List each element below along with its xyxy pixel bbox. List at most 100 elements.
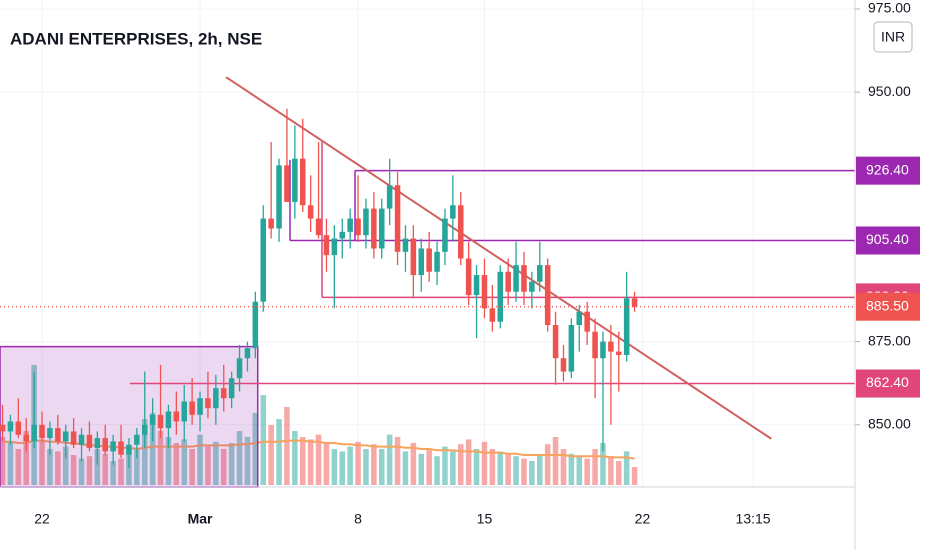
x-tick-label: 22 — [34, 511, 50, 527]
x-tick-label: 8 — [354, 511, 362, 527]
candle-body — [102, 438, 109, 452]
volume-bar — [371, 444, 377, 485]
volume-bar — [47, 449, 53, 485]
volume-bar — [292, 431, 298, 485]
volume-bar — [323, 443, 330, 485]
volume-bar — [94, 449, 101, 485]
volume-bar — [584, 458, 590, 485]
candle-body — [0, 424, 6, 432]
volume-bar — [173, 443, 180, 485]
volume-bar — [126, 451, 132, 485]
candle-body — [189, 401, 195, 415]
candle-body — [434, 251, 440, 272]
volume-bar — [410, 443, 417, 485]
volume-bar — [489, 449, 496, 485]
volume-bar — [299, 437, 306, 485]
candle-body — [600, 341, 606, 359]
candle-body — [355, 218, 361, 236]
volume-bar — [276, 419, 282, 485]
volume-bar — [331, 449, 338, 485]
candle-body — [205, 398, 211, 409]
candle-body — [568, 324, 575, 372]
volume-bar — [118, 458, 124, 485]
candle-body — [173, 411, 180, 422]
volume-bar — [220, 449, 227, 485]
candle-body — [110, 441, 116, 452]
volume-bar — [363, 449, 369, 485]
candle-body — [339, 231, 346, 239]
plot — [0, 76, 855, 488]
candle-body — [15, 421, 22, 435]
volume-bar — [339, 451, 346, 485]
volume-bar — [228, 443, 235, 485]
x-tick-label: 22 — [635, 511, 651, 527]
volume-bar — [23, 431, 29, 485]
volume-bar — [426, 449, 432, 485]
candle-body — [418, 248, 425, 276]
volume-bar — [39, 439, 45, 485]
candle-body — [394, 185, 401, 252]
volume-bar — [529, 461, 535, 485]
volume-bar — [55, 451, 61, 485]
volume-bar — [521, 458, 527, 485]
candle-body — [260, 218, 267, 302]
volume-bar — [394, 437, 401, 485]
volume-bar — [442, 446, 448, 485]
candle-body — [331, 238, 338, 256]
volume-bar — [347, 446, 353, 485]
volume-bar — [623, 451, 630, 485]
volume-bar — [386, 434, 393, 485]
candle-body — [236, 358, 243, 379]
candle-body — [276, 165, 282, 229]
candle-body — [529, 281, 535, 292]
volume-bar — [513, 456, 519, 485]
volume-bar — [141, 419, 148, 485]
level-tag — [856, 369, 920, 398]
candle-body — [284, 165, 290, 202]
level-label: 862.40 — [866, 374, 909, 390]
volume-bar — [205, 446, 211, 485]
y-tick-label: 850.00 — [868, 415, 911, 431]
candle-body — [623, 298, 630, 355]
candle-body — [141, 424, 148, 435]
currency-box[interactable] — [873, 21, 913, 53]
candle-body — [521, 265, 527, 292]
volume-bar — [608, 456, 614, 485]
volume-bar — [189, 449, 195, 485]
candle-body — [299, 158, 306, 206]
volume-bar — [402, 451, 409, 485]
candle-body — [31, 424, 37, 442]
level-label: 926.40 — [866, 161, 909, 177]
candle-body — [465, 258, 472, 296]
volume-bar — [252, 413, 259, 485]
volume-bar — [197, 434, 203, 485]
candle-body — [157, 414, 164, 429]
candle-body — [402, 238, 409, 252]
axes: 850.00 875.00 950.00 975.00 22 Mar 8 15 22 13:15 9… — [34, 0, 920, 527]
volume-bar — [481, 441, 488, 485]
volume-bar — [236, 431, 243, 485]
candle-body — [94, 438, 101, 449]
candle-body — [197, 398, 203, 415]
candle-body — [473, 275, 480, 296]
volume-bar — [134, 449, 140, 485]
volume-bar — [260, 395, 267, 485]
candle-body — [228, 378, 235, 399]
volume-bar — [457, 444, 464, 485]
candle-body — [220, 388, 227, 399]
candle-body — [126, 444, 132, 455]
volume-bar — [62, 446, 69, 485]
candle-body — [118, 441, 124, 455]
chart-title: ADANI ENTERPRISES, 2h, NSE — [10, 29, 262, 48]
volume-bar — [600, 443, 606, 485]
candle-body — [213, 388, 219, 409]
level-tag — [856, 156, 920, 185]
volume-bar — [284, 407, 290, 485]
currency[interactable]: INR — [881, 29, 905, 45]
volume-bar — [505, 453, 511, 485]
volume-bar — [110, 461, 116, 485]
volume-bar — [378, 449, 385, 485]
last-price-label: 885.50 — [866, 297, 909, 313]
candle-body — [442, 218, 448, 252]
